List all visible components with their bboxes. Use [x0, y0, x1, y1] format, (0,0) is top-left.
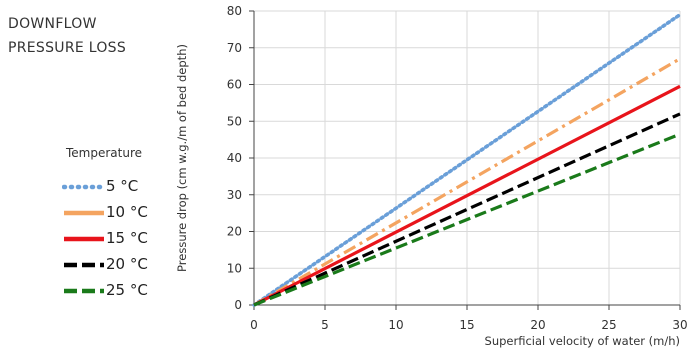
x-tick-label: 15 [459, 318, 474, 332]
x-tick-label: 0 [250, 318, 258, 332]
y-tick-label: 10 [227, 261, 242, 275]
legend-item: 20 °C [62, 254, 172, 280]
legend-label: 25 °C [106, 281, 148, 299]
legend-item: 10 °C [62, 202, 172, 228]
y-tick-label: 80 [227, 4, 242, 18]
legend-label: 20 °C [106, 255, 148, 273]
chart-title-line-1: DOWNFLOW [8, 16, 97, 32]
series-line-15c [253, 84, 681, 307]
x-tick-label: 10 [388, 318, 403, 332]
series-line-10c [253, 57, 681, 307]
legend-title: Temperature [66, 146, 143, 160]
y-tick-label: 20 [227, 225, 242, 239]
legend-swatch [62, 184, 106, 190]
x-tick-label: 5 [321, 318, 329, 332]
x-tick-label: 30 [672, 318, 687, 332]
y-tick-label: 60 [227, 78, 242, 92]
y-tick-label: 0 [234, 298, 242, 312]
series-line-25c [253, 132, 681, 307]
x-tick-label: 25 [601, 318, 616, 332]
series-line-20c [253, 112, 681, 307]
y-axis-label: Pressure drop (cm w.g./m of bed depth) [175, 44, 189, 272]
x-axis-label: Superficial velocity of water (m/h) [485, 334, 680, 348]
chart-title-line-2: PRESSURE LOSS [8, 40, 127, 56]
legend-label: 5 °C [106, 177, 139, 195]
y-tick-label: 40 [227, 151, 242, 165]
legend-item: 25 °C [62, 280, 172, 306]
legend-swatch [64, 236, 104, 242]
legend-swatch [64, 262, 104, 268]
chart-title: DOWNFLOW PRESSURE LOSS [8, 12, 126, 60]
y-tick-label: 50 [227, 114, 242, 128]
legend-item: 5 °C [62, 176, 172, 202]
series-line-5c [252, 12, 682, 307]
legend-item: 15 °C [62, 228, 172, 254]
x-tick-label: 20 [530, 318, 545, 332]
legend-label: 10 °C [106, 203, 148, 221]
legend: 5 °C 10 °C 15 °C 20 °C 25 °C [62, 176, 172, 306]
legend-swatch [64, 210, 104, 216]
y-tick-label: 70 [227, 41, 242, 55]
legend-label: 15 °C [106, 229, 148, 247]
legend-swatch [64, 288, 104, 294]
y-tick-label: 30 [227, 188, 242, 202]
